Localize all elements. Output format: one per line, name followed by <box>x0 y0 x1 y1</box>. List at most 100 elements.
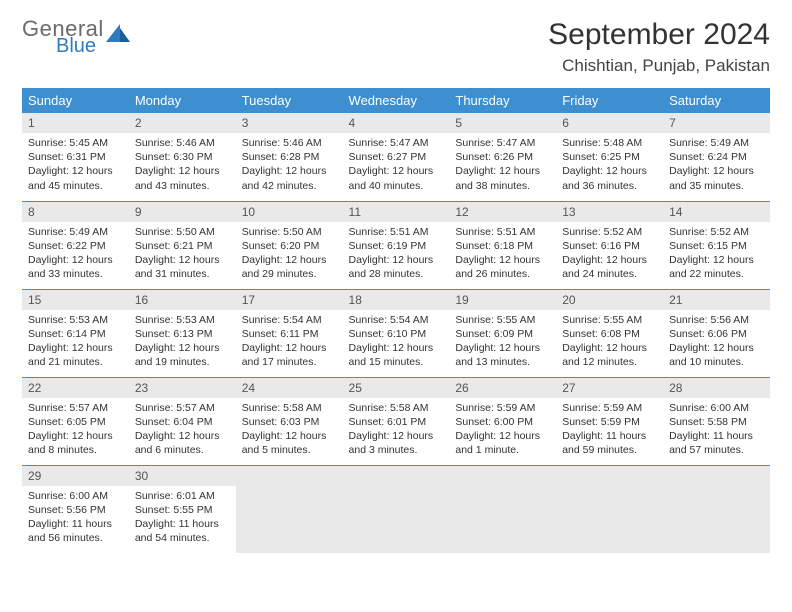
day-body: Sunrise: 5:57 AMSunset: 6:04 PMDaylight:… <box>129 398 236 464</box>
location: Chishtian, Punjab, Pakistan <box>548 56 770 76</box>
day-number: 27 <box>556 378 663 398</box>
day-number: 12 <box>449 202 556 222</box>
day-number: 17 <box>236 290 343 310</box>
day-header: Friday <box>556 88 663 113</box>
day-number: 8 <box>22 202 129 222</box>
calendar-cell: 26Sunrise: 5:59 AMSunset: 6:00 PMDayligh… <box>449 377 556 465</box>
calendar-cell: 7Sunrise: 5:49 AMSunset: 6:24 PMDaylight… <box>663 113 770 201</box>
calendar-cell: 17Sunrise: 5:54 AMSunset: 6:11 PMDayligh… <box>236 289 343 377</box>
calendar-cell: 6Sunrise: 5:48 AMSunset: 6:25 PMDaylight… <box>556 113 663 201</box>
calendar-week: 22Sunrise: 5:57 AMSunset: 6:05 PMDayligh… <box>22 377 770 465</box>
day-body: Sunrise: 5:52 AMSunset: 6:15 PMDaylight:… <box>663 222 770 288</box>
day-body: Sunrise: 5:59 AMSunset: 5:59 PMDaylight:… <box>556 398 663 464</box>
day-header-row: SundayMondayTuesdayWednesdayThursdayFrid… <box>22 88 770 113</box>
day-body: Sunrise: 5:54 AMSunset: 6:11 PMDaylight:… <box>236 310 343 376</box>
calendar-week: 8Sunrise: 5:49 AMSunset: 6:22 PMDaylight… <box>22 201 770 289</box>
day-body: Sunrise: 6:01 AMSunset: 5:55 PMDaylight:… <box>129 486 236 552</box>
calendar-cell: 19Sunrise: 5:55 AMSunset: 6:09 PMDayligh… <box>449 289 556 377</box>
day-number: 9 <box>129 202 236 222</box>
calendar-cell: 3Sunrise: 5:46 AMSunset: 6:28 PMDaylight… <box>236 113 343 201</box>
day-body: Sunrise: 5:50 AMSunset: 6:20 PMDaylight:… <box>236 222 343 288</box>
day-body: Sunrise: 5:50 AMSunset: 6:21 PMDaylight:… <box>129 222 236 288</box>
day-body: Sunrise: 5:56 AMSunset: 6:06 PMDaylight:… <box>663 310 770 376</box>
day-number: 5 <box>449 113 556 133</box>
calendar-cell: 8Sunrise: 5:49 AMSunset: 6:22 PMDaylight… <box>22 201 129 289</box>
day-body: Sunrise: 5:53 AMSunset: 6:13 PMDaylight:… <box>129 310 236 376</box>
day-body: Sunrise: 6:00 AMSunset: 5:56 PMDaylight:… <box>22 486 129 552</box>
day-number: 19 <box>449 290 556 310</box>
day-number: 15 <box>22 290 129 310</box>
calendar-cell <box>343 465 450 553</box>
day-header: Monday <box>129 88 236 113</box>
day-body: Sunrise: 5:46 AMSunset: 6:28 PMDaylight:… <box>236 133 343 199</box>
calendar-cell: 18Sunrise: 5:54 AMSunset: 6:10 PMDayligh… <box>343 289 450 377</box>
month-title: September 2024 <box>548 18 770 52</box>
day-number: 13 <box>556 202 663 222</box>
calendar-cell <box>663 465 770 553</box>
calendar-table: SundayMondayTuesdayWednesdayThursdayFrid… <box>22 88 770 553</box>
day-body: Sunrise: 5:55 AMSunset: 6:08 PMDaylight:… <box>556 310 663 376</box>
logo-mark-icon <box>106 22 132 44</box>
calendar-cell: 16Sunrise: 5:53 AMSunset: 6:13 PMDayligh… <box>129 289 236 377</box>
calendar-week: 29Sunrise: 6:00 AMSunset: 5:56 PMDayligh… <box>22 465 770 553</box>
day-number: 14 <box>663 202 770 222</box>
calendar-cell: 14Sunrise: 5:52 AMSunset: 6:15 PMDayligh… <box>663 201 770 289</box>
logo: General Blue <box>22 18 132 56</box>
day-number: 18 <box>343 290 450 310</box>
calendar-cell <box>556 465 663 553</box>
day-body: Sunrise: 5:53 AMSunset: 6:14 PMDaylight:… <box>22 310 129 376</box>
calendar-cell: 27Sunrise: 5:59 AMSunset: 5:59 PMDayligh… <box>556 377 663 465</box>
day-body: Sunrise: 5:48 AMSunset: 6:25 PMDaylight:… <box>556 133 663 199</box>
day-number: 20 <box>556 290 663 310</box>
day-number: 11 <box>343 202 450 222</box>
day-body: Sunrise: 5:52 AMSunset: 6:16 PMDaylight:… <box>556 222 663 288</box>
day-body: Sunrise: 5:57 AMSunset: 6:05 PMDaylight:… <box>22 398 129 464</box>
day-number: 23 <box>129 378 236 398</box>
calendar-cell: 22Sunrise: 5:57 AMSunset: 6:05 PMDayligh… <box>22 377 129 465</box>
day-number: 21 <box>663 290 770 310</box>
calendar-cell <box>449 465 556 553</box>
calendar-cell: 4Sunrise: 5:47 AMSunset: 6:27 PMDaylight… <box>343 113 450 201</box>
calendar-week: 15Sunrise: 5:53 AMSunset: 6:14 PMDayligh… <box>22 289 770 377</box>
day-number: 2 <box>129 113 236 133</box>
day-header: Wednesday <box>343 88 450 113</box>
calendar-cell: 10Sunrise: 5:50 AMSunset: 6:20 PMDayligh… <box>236 201 343 289</box>
day-number: 28 <box>663 378 770 398</box>
day-body: Sunrise: 5:54 AMSunset: 6:10 PMDaylight:… <box>343 310 450 376</box>
calendar-cell: 5Sunrise: 5:47 AMSunset: 6:26 PMDaylight… <box>449 113 556 201</box>
day-body: Sunrise: 5:51 AMSunset: 6:19 PMDaylight:… <box>343 222 450 288</box>
calendar-cell: 23Sunrise: 5:57 AMSunset: 6:04 PMDayligh… <box>129 377 236 465</box>
day-number: 26 <box>449 378 556 398</box>
calendar-cell: 13Sunrise: 5:52 AMSunset: 6:16 PMDayligh… <box>556 201 663 289</box>
day-number: 24 <box>236 378 343 398</box>
day-number: 7 <box>663 113 770 133</box>
calendar-cell <box>236 465 343 553</box>
day-header: Tuesday <box>236 88 343 113</box>
calendar-cell: 2Sunrise: 5:46 AMSunset: 6:30 PMDaylight… <box>129 113 236 201</box>
day-number: 1 <box>22 113 129 133</box>
calendar-cell: 29Sunrise: 6:00 AMSunset: 5:56 PMDayligh… <box>22 465 129 553</box>
day-body: Sunrise: 6:00 AMSunset: 5:58 PMDaylight:… <box>663 398 770 464</box>
calendar-cell: 15Sunrise: 5:53 AMSunset: 6:14 PMDayligh… <box>22 289 129 377</box>
header: General Blue September 2024 Chishtian, P… <box>22 18 770 76</box>
day-body: Sunrise: 5:47 AMSunset: 6:27 PMDaylight:… <box>343 133 450 199</box>
day-body: Sunrise: 5:47 AMSunset: 6:26 PMDaylight:… <box>449 133 556 199</box>
calendar-cell: 28Sunrise: 6:00 AMSunset: 5:58 PMDayligh… <box>663 377 770 465</box>
calendar-cell: 12Sunrise: 5:51 AMSunset: 6:18 PMDayligh… <box>449 201 556 289</box>
day-number: 30 <box>129 466 236 486</box>
day-number: 3 <box>236 113 343 133</box>
day-body: Sunrise: 5:49 AMSunset: 6:24 PMDaylight:… <box>663 133 770 199</box>
day-body: Sunrise: 5:55 AMSunset: 6:09 PMDaylight:… <box>449 310 556 376</box>
day-body: Sunrise: 5:59 AMSunset: 6:00 PMDaylight:… <box>449 398 556 464</box>
day-number: 29 <box>22 466 129 486</box>
day-body: Sunrise: 5:46 AMSunset: 6:30 PMDaylight:… <box>129 133 236 199</box>
day-number: 22 <box>22 378 129 398</box>
day-body: Sunrise: 5:51 AMSunset: 6:18 PMDaylight:… <box>449 222 556 288</box>
day-header: Saturday <box>663 88 770 113</box>
day-header: Sunday <box>22 88 129 113</box>
title-block: September 2024 Chishtian, Punjab, Pakist… <box>548 18 770 76</box>
day-number: 10 <box>236 202 343 222</box>
day-body: Sunrise: 5:58 AMSunset: 6:01 PMDaylight:… <box>343 398 450 464</box>
calendar-week: 1Sunrise: 5:45 AMSunset: 6:31 PMDaylight… <box>22 113 770 201</box>
day-header: Thursday <box>449 88 556 113</box>
